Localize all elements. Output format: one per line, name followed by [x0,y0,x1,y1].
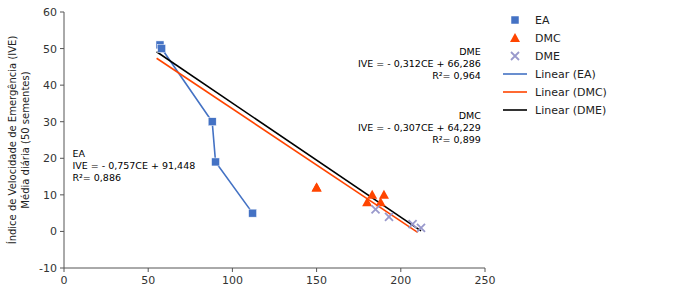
y-tick [60,85,64,86]
annotation: R²= 0,964 [432,70,481,81]
annotation: R²= 0,899 [432,134,481,145]
legend: EA DMC DME Linear (EA) Linear (DMC) Linear (D… [503,14,607,117]
legend-swatch [503,73,527,75]
legend-label: Linear (EA) [535,68,596,81]
data-point [367,190,377,199]
data-point [409,220,417,228]
y-tick [60,48,64,49]
annotations: EAIVE = - 0,757CE + 91,448R²= 0,886DMCIV… [72,46,481,183]
y-tick [60,268,64,269]
x-tick-label: 0 [61,274,68,287]
y-tick [60,231,64,232]
x-tick [316,268,317,272]
y-axis-line [64,12,65,268]
legend-swatch [511,16,519,24]
legend-label: DME [535,50,560,63]
y-tick [60,158,64,159]
data-point [385,213,393,221]
chart: 0 50 100 150 200 250 -10 0 10 20 30 40 50 60 Índice de… [0,0,675,296]
data-point [417,224,425,232]
legend-label: DMC [535,32,561,45]
legend-label: Linear (DME) [535,104,606,117]
data-point [312,183,322,192]
y-tick-label: 30 [43,116,57,129]
data-point [208,118,216,126]
legend-label: Linear (DMC) [535,86,607,99]
x-tick-label: 200 [390,274,411,287]
x-tick [64,268,65,272]
data-point [158,45,166,53]
y-tick-label: 20 [43,152,57,165]
y-tick-label: 40 [43,79,57,92]
legend-swatch [511,52,519,60]
x-tick [232,268,233,272]
legend-swatch [503,91,527,93]
y-tick-label: 10 [43,189,57,202]
y-tick-label: 60 [43,6,57,19]
data-point [212,158,220,166]
legend-swatch [510,33,520,42]
x-tick-label: 100 [222,274,243,287]
annotation: IVE = - 0,757CE + 91,448 [72,160,195,171]
data-point [312,183,322,192]
annotation: IVE = - 0,312CE + 66,286 [358,58,481,69]
x-tick [400,268,401,272]
axes: 0 50 100 150 200 250 -10 0 10 20 30 40 50 60 [39,6,495,287]
legend-swatch [503,109,527,111]
y-tick [60,12,64,13]
plot-marks [156,41,425,232]
y-axis-label: Média diária (50 sementes) [20,71,31,208]
y-tick-label: 50 [43,43,57,56]
line-layer [157,45,421,232]
y-tick-label: -10 [39,262,57,275]
data-point [372,205,380,213]
x-tick [148,268,149,272]
data-point [379,190,389,199]
data-point [249,209,257,217]
annotation: R²= 0,886 [72,172,121,183]
point-layer [156,41,425,232]
y-axis-label: Índice de Velocidade de Emergência (IVE) [6,36,18,245]
x-tick [485,268,486,272]
x-tick-label: 250 [475,274,496,287]
annotation: IVE = - 0,307CE + 64,229 [358,122,481,133]
y-tick [60,121,64,122]
regression-line [157,52,421,231]
regression-line [157,58,418,232]
legend-label: EA [535,14,550,27]
annotation: EA [72,148,85,159]
y-tick [60,194,64,195]
y-tick-label: 0 [50,225,57,238]
x-tick-label: 150 [306,274,327,287]
x-tick-label: 50 [141,274,155,287]
annotation: DMC [459,110,482,121]
x-axis-line [64,268,485,269]
annotation: DME [459,46,481,57]
